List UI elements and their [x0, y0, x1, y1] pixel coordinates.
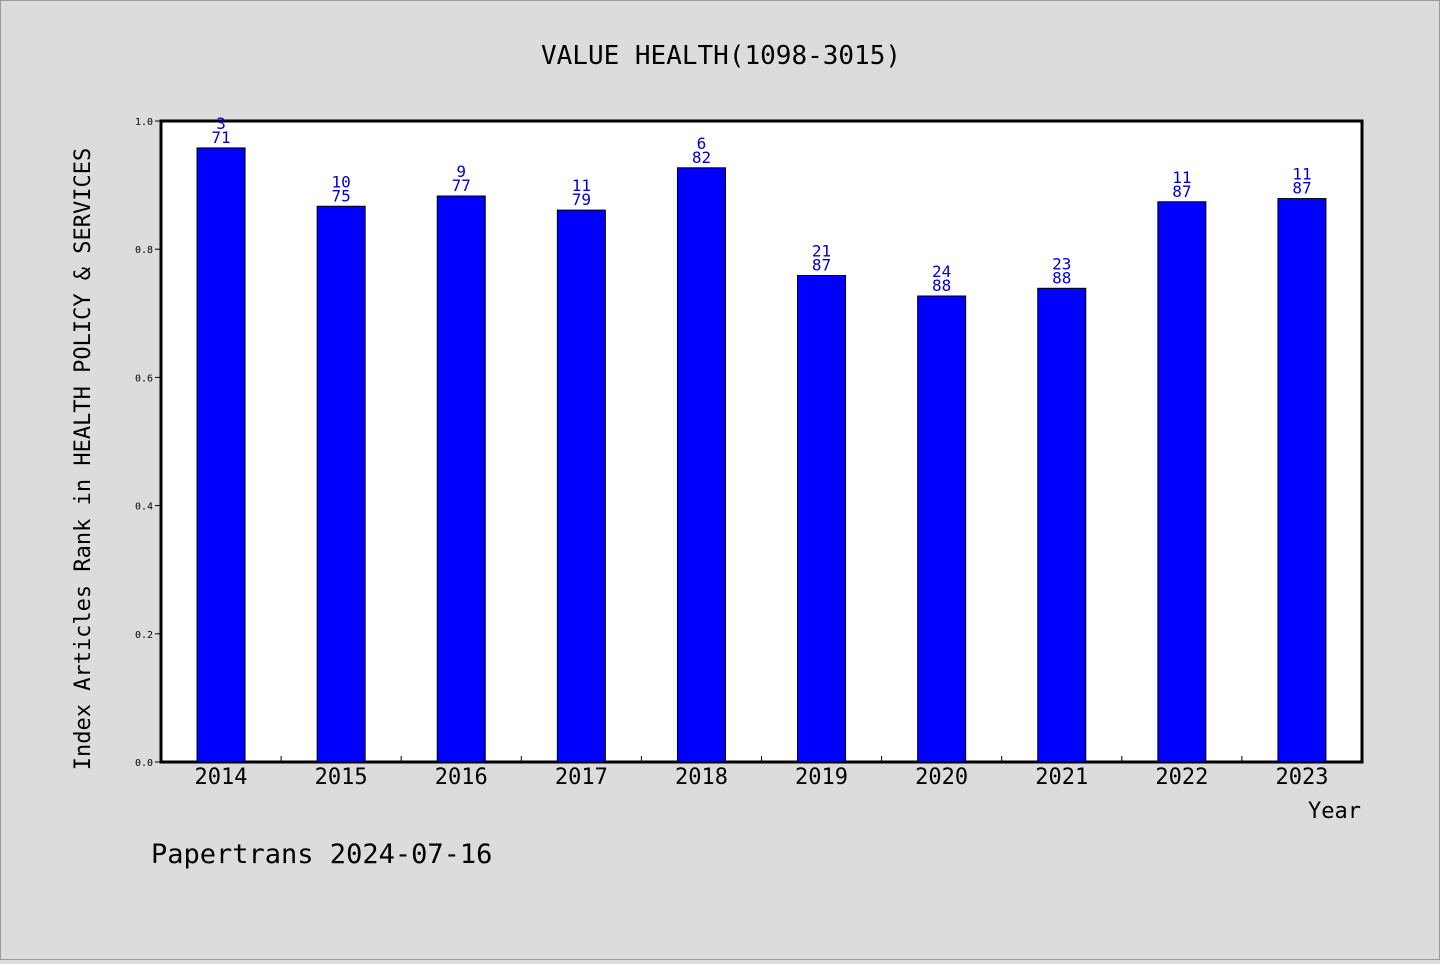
y-axis: 0.0 0.2 0.4 0.6 0.8 1.0	[135, 117, 161, 769]
y-tick-label: 0.0	[135, 758, 153, 769]
y-tick-label: 0.4	[135, 502, 153, 513]
rank-label: 23	[1052, 254, 1071, 273]
x-axis-label: Year	[1308, 799, 1361, 824]
total-label: 87	[812, 255, 831, 274]
bar	[316, 205, 366, 763]
rank-label: 10	[332, 172, 351, 191]
total-label: 88	[932, 276, 951, 295]
rank-label: 11	[1292, 165, 1311, 184]
chart-title: VALUE HEALTH(1098-3015)	[541, 41, 901, 71]
x-tick-label: 2022	[1155, 765, 1208, 790]
total-label: 71	[211, 128, 230, 147]
rank-label: 24	[932, 262, 951, 281]
x-tick-label: 2016	[435, 765, 488, 790]
total-label: 87	[1292, 179, 1311, 198]
total-label: 82	[692, 148, 711, 167]
bar	[797, 274, 847, 763]
x-tick-label: 2021	[1035, 765, 1088, 790]
x-axis: 2014 2015 2016 2017 2018 2019 2020 2021 2022 2023	[195, 756, 1328, 790]
x-tick-label: 2015	[315, 765, 368, 790]
rank-label: 9	[456, 162, 466, 181]
bar	[436, 195, 486, 763]
x-tick-label: 2014	[195, 765, 248, 790]
rank-label: 21	[812, 241, 831, 260]
bar	[1037, 287, 1087, 763]
x-tick-label: 2020	[915, 765, 968, 790]
bar	[1157, 201, 1207, 763]
bar	[556, 209, 606, 763]
y-tick-label: 0.2	[135, 630, 153, 641]
y-tick-label: 0.6	[135, 373, 153, 384]
total-label: 75	[332, 186, 351, 205]
x-tick-label: 2018	[675, 765, 728, 790]
rank-label: 11	[572, 176, 591, 195]
total-label: 77	[452, 176, 471, 195]
total-label: 87	[1172, 182, 1191, 201]
total-label: 88	[1052, 268, 1071, 287]
footer-credit: Papertrans 2024-07-16	[151, 839, 492, 870]
total-label: 79	[572, 190, 591, 209]
x-tick-label: 2019	[795, 765, 848, 790]
bar	[196, 147, 246, 763]
bar	[917, 295, 967, 763]
rank-label: 11	[1172, 168, 1191, 187]
x-tick-label: 2017	[555, 765, 608, 790]
x-tick-label: 2023	[1275, 765, 1328, 790]
bar	[1277, 198, 1327, 763]
y-tick-label: 0.8	[135, 245, 153, 256]
bar	[676, 167, 726, 763]
y-tick-label: 1.0	[135, 117, 153, 128]
rank-label: 6	[697, 134, 707, 153]
y-axis-label: Index Articles Rank in HEALTH POLICY & S…	[71, 148, 96, 771]
rank-label: 3	[216, 114, 226, 133]
